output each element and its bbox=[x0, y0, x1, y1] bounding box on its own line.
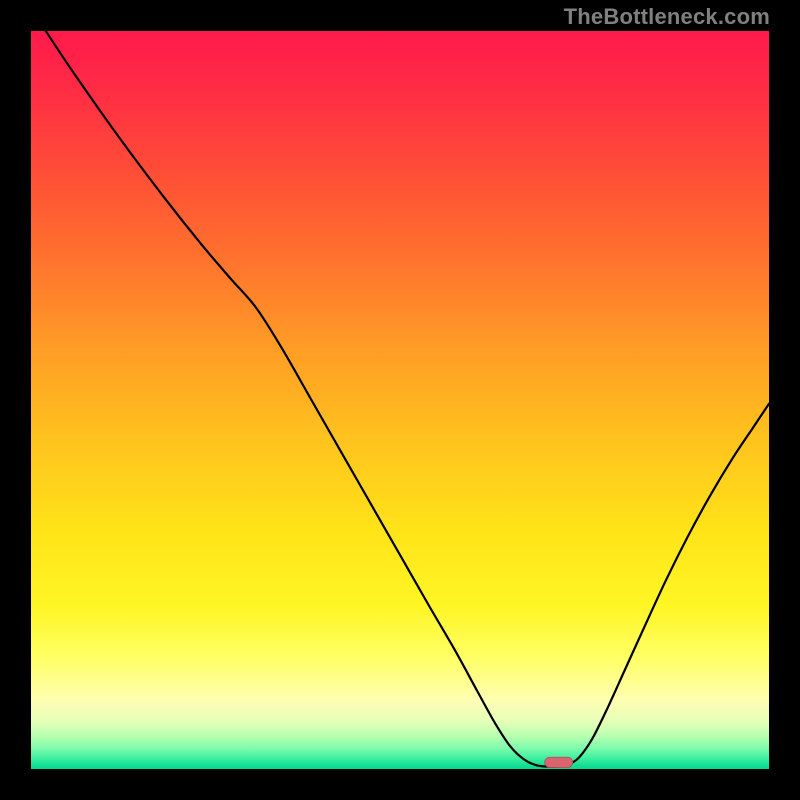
gradient-background bbox=[31, 31, 769, 769]
chart-canvas: TheBottleneck.com bbox=[0, 0, 800, 800]
plot-svg bbox=[31, 31, 769, 769]
plot-area bbox=[31, 31, 769, 769]
optimum-marker bbox=[545, 757, 573, 767]
watermark-label: TheBottleneck.com bbox=[564, 4, 770, 30]
